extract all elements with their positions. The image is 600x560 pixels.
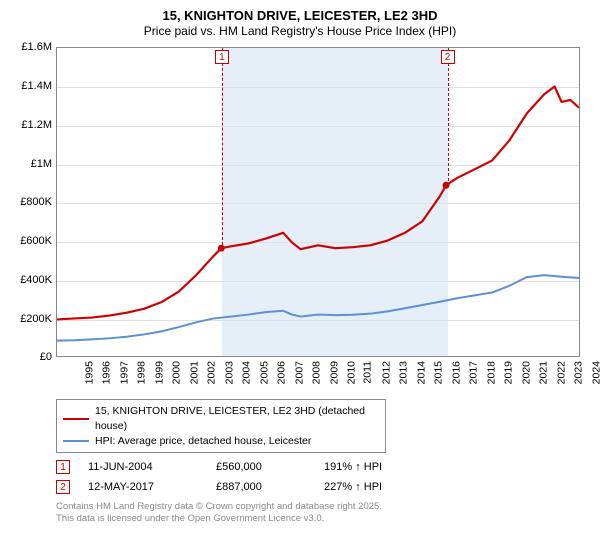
title-line2: Price paid vs. HM Land Registry's House … (10, 24, 590, 39)
sale-price: £887,000 (216, 481, 306, 493)
legend-row: 15, KNIGHTON DRIVE, LEICESTER, LE2 3HD (… (63, 404, 379, 433)
sales-row: 1 11-JUN-2004 £560,000 191% ↑ HPI (56, 457, 590, 477)
y-tick-label: £200K (10, 313, 52, 325)
y-tick-label: £1.4M (10, 80, 52, 92)
y-tick-label: £0 (10, 351, 52, 363)
sale-date: 12-MAY-2017 (88, 481, 198, 493)
sale-date: 11-JUN-2004 (88, 461, 198, 473)
legend: 15, KNIGHTON DRIVE, LEICESTER, LE2 3HD (… (56, 399, 386, 453)
plot-region: 12 (56, 47, 580, 357)
sale-marker-line (222, 48, 223, 250)
chart-title: 15, KNIGHTON DRIVE, LEICESTER, LE2 3HD P… (10, 8, 590, 39)
sales-table: 1 11-JUN-2004 £560,000 191% ↑ HPI 2 12-M… (56, 457, 590, 497)
y-tick-label: £1.6M (10, 41, 52, 53)
x-tick-label: 2024 (590, 361, 600, 384)
sale-hpi-delta: 227% ↑ HPI (324, 481, 414, 493)
sale-price: £560,000 (216, 461, 306, 473)
chart-area: £0 £200K £400K £600K £800K £1M £1.2M £1.4M £1.6M… (10, 43, 588, 393)
y-tick-label: £400K (10, 274, 52, 286)
line-series (57, 48, 579, 356)
y-tick-label: £800K (10, 196, 52, 208)
attribution-line: Contains HM Land Registry data © Crown c… (56, 501, 590, 513)
legend-swatch (63, 440, 89, 443)
attribution: Contains HM Land Registry data © Crown c… (56, 501, 590, 525)
y-tick-label: £1M (10, 158, 52, 170)
sale-marker-icon: 2 (56, 480, 70, 494)
series-hpi (57, 275, 579, 340)
sales-row: 2 12-MAY-2017 £887,000 227% ↑ HPI (56, 477, 590, 497)
sale-marker-icon: 1 (56, 460, 70, 474)
sale-marker-box: 2 (441, 50, 455, 64)
sale-marker-box: 1 (215, 50, 229, 64)
y-tick-label: £1.2M (10, 119, 52, 131)
y-tick-label: £600K (10, 235, 52, 247)
legend-row: HPI: Average price, detached house, Leic… (63, 434, 379, 449)
series-price_paid (57, 87, 579, 320)
title-line1: 15, KNIGHTON DRIVE, LEICESTER, LE2 3HD (10, 8, 590, 24)
sale-hpi-delta: 191% ↑ HPI (324, 461, 414, 473)
attribution-line: This data is licensed under the Open Gov… (56, 513, 590, 525)
legend-label: 15, KNIGHTON DRIVE, LEICESTER, LE2 3HD (… (95, 404, 379, 433)
legend-label: HPI: Average price, detached house, Leic… (95, 434, 311, 449)
sale-marker-line (448, 48, 449, 186)
legend-swatch (63, 418, 89, 421)
